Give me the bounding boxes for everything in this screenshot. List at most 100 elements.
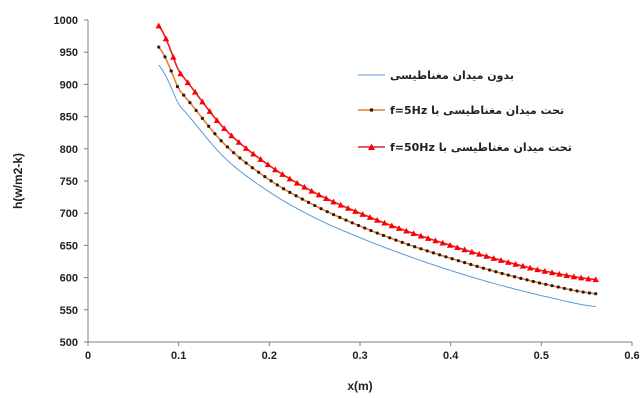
data-point <box>374 216 381 223</box>
legend-marker <box>368 143 375 150</box>
data-point <box>213 117 221 123</box>
data-point <box>375 231 379 235</box>
data-point <box>169 69 173 73</box>
data-point <box>519 262 527 269</box>
data-point <box>206 108 213 114</box>
x-axis-label: x(m) <box>347 379 372 393</box>
data-point <box>315 191 323 198</box>
data-point <box>352 208 359 214</box>
data-point <box>537 281 542 285</box>
data-point <box>490 255 497 261</box>
data-point <box>505 259 512 265</box>
data-point <box>170 53 177 60</box>
data-point <box>483 253 490 259</box>
data-point <box>207 124 211 128</box>
legend: بدون میدان مغناطیسی تحت میدان مغناطیسی با… <box>358 69 572 154</box>
series-2 <box>157 45 598 296</box>
data-point <box>157 45 161 49</box>
data-point <box>279 171 286 177</box>
data-point <box>544 282 548 286</box>
series-1 <box>158 64 596 308</box>
data-point <box>450 257 454 261</box>
y-tick-label: 900 <box>60 79 78 91</box>
data-point <box>269 179 273 183</box>
x-tick-label: 0 <box>85 350 91 362</box>
data-point <box>308 187 315 194</box>
data-point <box>506 273 510 277</box>
data-point <box>500 271 504 276</box>
y-tick-label: 750 <box>60 176 78 188</box>
legend-item: تحت میدان مغناطیسی با f=50Hz <box>358 141 572 154</box>
data-point <box>594 292 598 296</box>
y-ticks: 500 550 600 650 700 750 800 850 900 950 1000 <box>54 15 88 349</box>
data-point <box>419 247 423 251</box>
series-line <box>158 46 596 295</box>
data-point <box>587 291 592 295</box>
data-point <box>410 230 417 237</box>
data-point <box>488 268 492 272</box>
data-point <box>531 279 535 284</box>
data-point <box>562 286 567 291</box>
data-point <box>238 156 242 160</box>
y-tick-label: 1000 <box>54 15 78 27</box>
data-point <box>575 289 579 293</box>
y-tick-label: 650 <box>60 240 78 252</box>
series-3 <box>155 22 599 283</box>
data-point <box>446 242 454 248</box>
data-point <box>456 259 460 263</box>
data-point <box>221 125 228 132</box>
data-point <box>228 132 235 139</box>
legend-item: تحت میدان مغناطیسی با f=5Hz <box>358 104 564 117</box>
data-point <box>319 207 323 211</box>
data-point <box>359 211 366 217</box>
data-point <box>219 139 223 143</box>
data-point <box>184 79 192 86</box>
data-point <box>257 156 264 162</box>
series-layer <box>155 22 599 308</box>
data-point <box>461 246 468 253</box>
x-ticks: 0 0.1 0.2 0.3 0.4 0.5 0.6 <box>85 342 640 362</box>
data-point <box>519 276 523 280</box>
data-point <box>556 270 563 277</box>
data-point <box>175 84 180 89</box>
data-point <box>182 93 186 97</box>
data-point <box>581 290 585 294</box>
data-point <box>592 276 599 283</box>
data-point <box>570 273 578 280</box>
y-tick-label: 700 <box>60 208 78 220</box>
data-point <box>534 266 541 273</box>
data-point <box>432 237 439 244</box>
data-point <box>162 35 170 42</box>
y-tick-label: 500 <box>60 337 78 349</box>
series-line <box>158 64 596 308</box>
data-point <box>439 239 446 246</box>
data-point <box>232 151 236 155</box>
data-point <box>199 98 206 105</box>
data-point <box>323 195 330 201</box>
data-point <box>250 150 257 157</box>
data-point <box>475 264 479 268</box>
data-point <box>244 161 248 165</box>
data-point <box>213 132 217 136</box>
data-point <box>454 244 461 251</box>
data-point <box>300 197 304 201</box>
data-point <box>381 233 386 238</box>
legend-item: بدون میدان مغناطیسی <box>358 69 514 82</box>
legend-label: تحت میدان مغناطیسی با f=50Hz <box>390 141 572 154</box>
x-tick-label: 0.5 <box>534 350 549 362</box>
data-point <box>563 272 570 278</box>
legend-label: بدون میدان مغناطیسی <box>390 69 514 82</box>
data-point <box>301 183 308 190</box>
data-point <box>263 175 267 179</box>
data-point <box>481 266 485 270</box>
data-point <box>525 278 529 282</box>
data-point <box>163 55 167 59</box>
x-tick-label: 0.2 <box>262 350 277 362</box>
data-point <box>388 222 395 229</box>
data-point <box>235 139 243 145</box>
data-point <box>494 270 498 274</box>
y-tick-label: 600 <box>60 273 78 285</box>
y-tick-label: 800 <box>60 144 78 156</box>
